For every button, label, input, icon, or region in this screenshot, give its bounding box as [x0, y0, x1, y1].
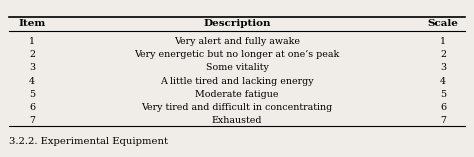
Text: 7: 7	[440, 116, 446, 125]
Text: A little tired and lacking energy: A little tired and lacking energy	[160, 77, 314, 86]
Text: 2: 2	[440, 50, 446, 59]
Text: Moderate fatigue: Moderate fatigue	[195, 90, 279, 99]
Text: 6: 6	[440, 103, 446, 112]
Text: 4: 4	[440, 77, 446, 86]
Text: 1: 1	[29, 37, 35, 46]
Text: 7: 7	[29, 116, 35, 125]
Text: 5: 5	[440, 90, 446, 99]
Text: Scale: Scale	[428, 19, 459, 29]
Text: Description: Description	[203, 19, 271, 29]
Text: 3.2.2. Experimental Equipment: 3.2.2. Experimental Equipment	[9, 138, 168, 146]
Text: Very tired and difficult in concentrating: Very tired and difficult in concentratin…	[141, 103, 333, 112]
Text: Item: Item	[18, 19, 46, 29]
Text: 6: 6	[29, 103, 35, 112]
Text: 5: 5	[29, 90, 35, 99]
Text: Exhausted: Exhausted	[212, 116, 262, 125]
Text: 3: 3	[440, 63, 446, 73]
Text: 4: 4	[29, 77, 35, 86]
Text: Some vitality: Some vitality	[206, 63, 268, 73]
Text: 3: 3	[29, 63, 35, 73]
Text: 2: 2	[29, 50, 35, 59]
Text: Very energetic but no longer at one’s peak: Very energetic but no longer at one’s pe…	[134, 50, 340, 59]
Text: 1: 1	[440, 37, 446, 46]
Text: Very alert and fully awake: Very alert and fully awake	[174, 37, 300, 46]
